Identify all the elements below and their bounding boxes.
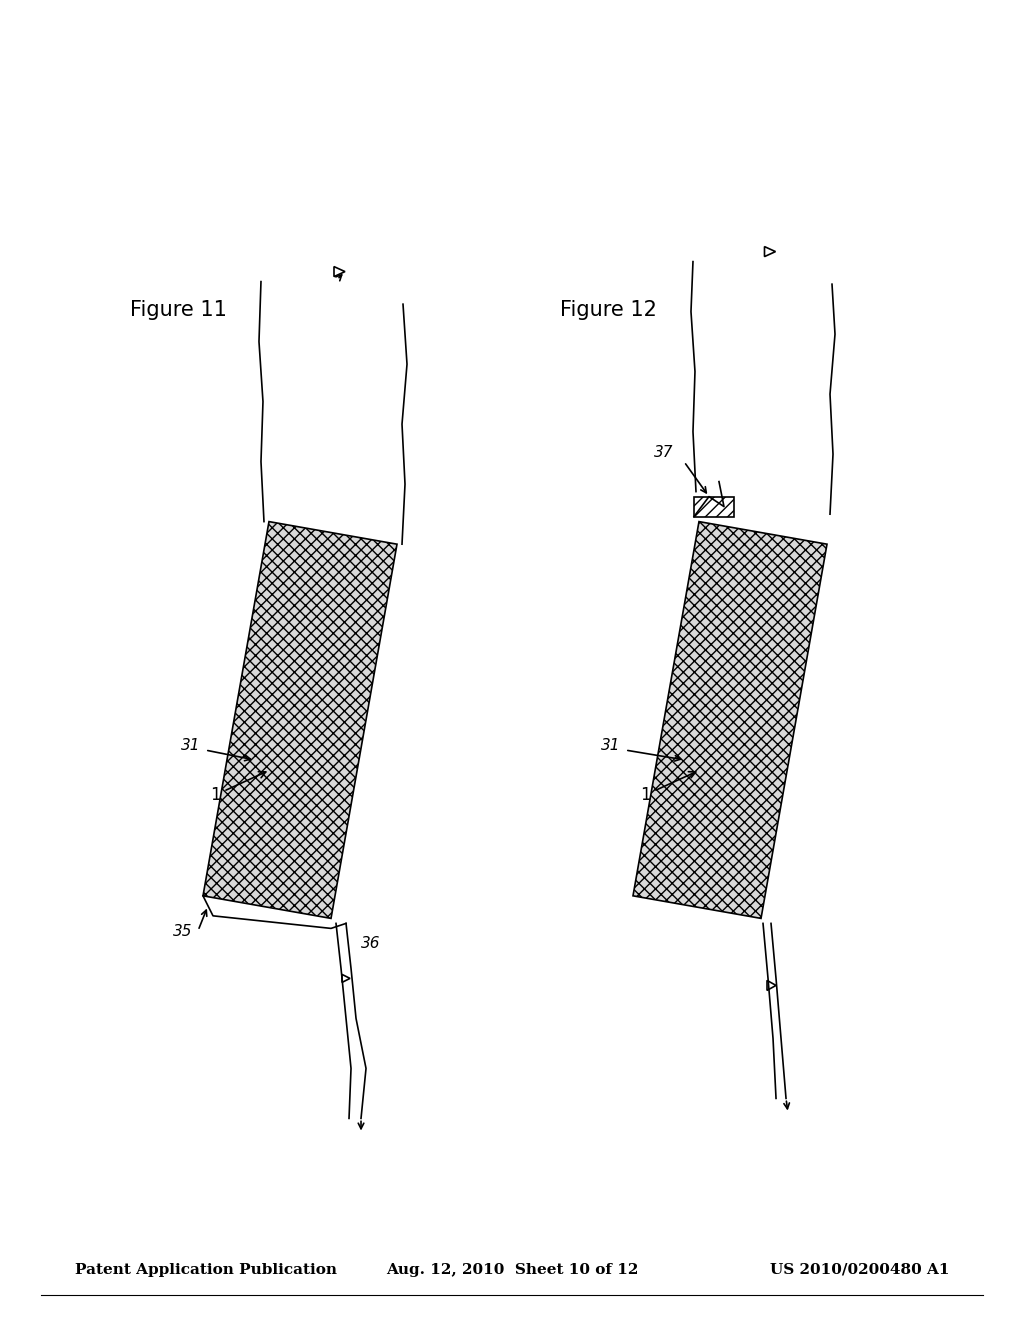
Text: 1: 1	[210, 772, 266, 804]
Text: Aug. 12, 2010  Sheet 10 of 12: Aug. 12, 2010 Sheet 10 of 12	[386, 1263, 638, 1276]
Text: 36: 36	[361, 936, 381, 952]
Text: 1: 1	[640, 772, 695, 804]
Text: 31: 31	[600, 738, 620, 752]
Text: Figure 12: Figure 12	[560, 300, 656, 319]
Polygon shape	[694, 496, 734, 516]
Text: Figure 11: Figure 11	[130, 300, 227, 319]
Text: 35: 35	[173, 924, 193, 939]
Text: US 2010/0200480 A1: US 2010/0200480 A1	[770, 1263, 950, 1276]
Text: 37: 37	[654, 445, 674, 459]
Polygon shape	[633, 521, 827, 919]
Polygon shape	[203, 521, 397, 919]
Text: 31: 31	[180, 738, 200, 752]
Text: Patent Application Publication: Patent Application Publication	[75, 1263, 337, 1276]
